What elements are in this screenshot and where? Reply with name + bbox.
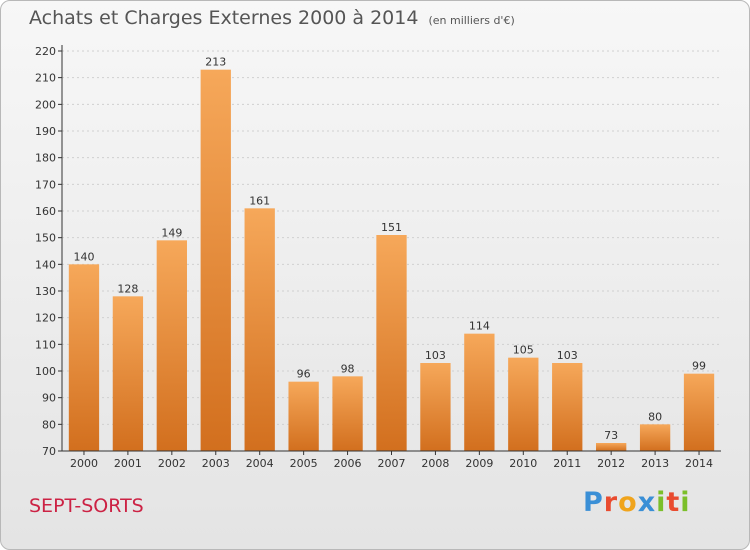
x-tick-label-2001: 2001 [114, 457, 142, 470]
chart-title-block: Achats et Charges Externes 2000 à 2014 (e… [29, 7, 515, 29]
x-tick-label-2010: 2010 [509, 457, 537, 470]
bar-2013 [639, 424, 671, 451]
x-tick-label-2009: 2009 [465, 457, 493, 470]
y-tick-label: 80 [42, 418, 56, 431]
y-tick-label: 210 [35, 72, 56, 85]
x-tick-label-2000: 2000 [70, 457, 98, 470]
x-tick-label-2002: 2002 [158, 457, 186, 470]
data-label-2009: 114 [469, 320, 490, 333]
bar-2007 [376, 235, 407, 451]
data-label-2001: 128 [117, 282, 138, 295]
bar-2006 [332, 376, 363, 451]
data-label-2010: 105 [513, 344, 534, 357]
bars [68, 69, 715, 452]
y-tick-label: 120 [35, 312, 56, 325]
y-tick-label: 130 [35, 285, 56, 298]
axes [58, 45, 721, 455]
y-tick-label: 190 [35, 125, 56, 138]
labels: 7080901001101201301401501601701801902002… [35, 45, 713, 470]
data-label-2007: 151 [381, 221, 402, 234]
chart-title: Achats et Charges Externes 2000 à 2014 [29, 7, 419, 29]
data-label-2004: 161 [249, 194, 270, 207]
commune-name: SEPT-SORTS [29, 495, 144, 517]
y-tick-label: 90 [42, 392, 56, 405]
data-label-2000: 140 [73, 250, 94, 263]
y-tick-label: 150 [35, 232, 56, 245]
x-tick-label-2003: 2003 [202, 457, 230, 470]
chart-subtitle: (en milliers d'€) [428, 14, 515, 27]
x-tick-label-2007: 2007 [378, 457, 406, 470]
data-label-2005: 96 [297, 368, 311, 381]
y-tick-label: 100 [35, 365, 56, 378]
y-tick-label: 160 [35, 205, 56, 218]
data-label-2006: 98 [341, 362, 355, 375]
data-label-2011: 103 [557, 349, 578, 362]
y-tick-label: 140 [35, 258, 56, 271]
x-tick-label-2013: 2013 [641, 457, 669, 470]
bar-2010 [508, 357, 539, 451]
bar-2008 [420, 363, 451, 451]
x-tick-label-2004: 2004 [246, 457, 274, 470]
y-tick-label: 180 [35, 152, 56, 165]
bar-chart: 7080901001101201301401501601701801902002… [35, 45, 721, 470]
x-tick-label-2006: 2006 [334, 457, 362, 470]
y-tick-label: 220 [35, 45, 56, 58]
y-tick-label: 70 [42, 445, 56, 458]
bar-2000 [68, 264, 100, 451]
proxiti-logo: Proxiti [583, 487, 691, 518]
bar-2003 [200, 69, 231, 452]
data-label-2002: 149 [161, 226, 182, 239]
data-label-2012: 73 [604, 429, 618, 442]
data-label-2013: 80 [648, 410, 662, 423]
x-tick-label-2012: 2012 [597, 457, 625, 470]
bar-2001 [112, 296, 144, 451]
bar-2002 [156, 240, 187, 451]
y-tick-label: 200 [35, 98, 56, 111]
x-tick-label-2008: 2008 [421, 457, 449, 470]
bar-2009 [464, 333, 495, 451]
bar-2004 [244, 208, 275, 451]
bar-2014 [683, 373, 715, 451]
x-tick-label-2005: 2005 [290, 457, 318, 470]
bar-2011 [552, 363, 583, 451]
data-label-2008: 103 [425, 349, 446, 362]
bar-2005 [288, 381, 319, 451]
x-tick-label-2011: 2011 [553, 457, 581, 470]
bar-2012 [596, 443, 627, 451]
y-tick-label: 110 [35, 338, 56, 351]
data-label-2003: 213 [205, 56, 226, 69]
x-tick-label-2014: 2014 [685, 457, 713, 470]
y-tick-label: 170 [35, 178, 56, 191]
data-label-2014: 99 [692, 360, 706, 373]
